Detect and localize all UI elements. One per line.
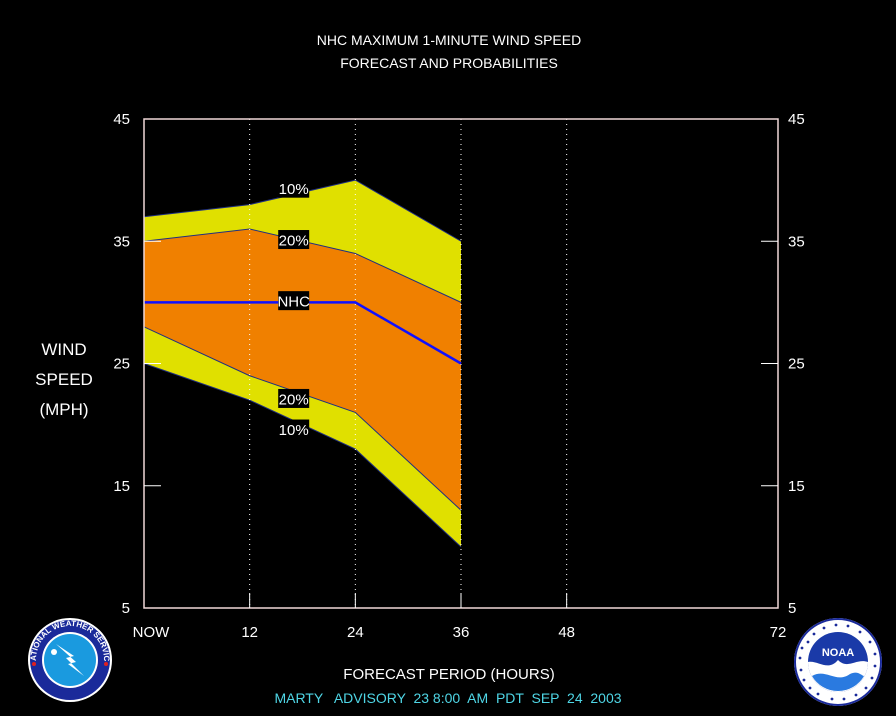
y-axis-label-line-2: SPEED	[35, 370, 93, 389]
band-label-0: 10%	[278, 178, 310, 198]
y-tick-label-left-35: 35	[113, 233, 130, 250]
x-tick-label-12: 12	[241, 624, 258, 641]
band-label-bg	[278, 230, 310, 250]
y-axis-label-line-1: WIND	[41, 340, 86, 359]
band-label-1: 20%	[278, 230, 310, 250]
y-tick-label-left-25: 25	[113, 356, 130, 373]
band-label-2: NHC	[277, 291, 310, 311]
band-label-text: 20%	[279, 391, 309, 408]
band-label-text: 20%	[279, 233, 309, 250]
y-axis-label-line-3: (MPH)	[39, 400, 88, 419]
x-tick-label-36: 36	[453, 624, 470, 641]
x-tick-label-72: 72	[770, 624, 787, 641]
x-tick-label-24: 24	[347, 624, 364, 641]
band-label-3: 20%	[278, 388, 310, 408]
y-tick-label-right-45: 45	[788, 111, 805, 128]
y-tick-label-right-35: 35	[788, 233, 805, 250]
band-label-bg	[278, 419, 310, 439]
band-label-text: NHC	[277, 294, 310, 311]
band-label-bg	[278, 178, 310, 198]
noaa-logo: NOAA	[794, 618, 882, 706]
chart-title: NHC MAXIMUM 1-MINUTE WIND SPEED	[317, 32, 581, 48]
x-tick-label-48: 48	[558, 624, 575, 641]
x-axis-ticks: NOW 12 24 36 48 72	[133, 593, 787, 641]
y-axis-ticks: 5 5 15 15 25 25 35 35 45 45	[113, 111, 804, 617]
y-tick-label-right-15: 15	[788, 478, 805, 495]
band-label-bg	[278, 291, 310, 311]
x-tick-label-now: NOW	[133, 624, 171, 641]
y-tick-label-left-15: 15	[113, 478, 130, 495]
y-tick-label-left-5: 5	[122, 600, 130, 617]
y-tick-label-left-45: 45	[113, 111, 130, 128]
probability-bands	[143, 179, 462, 548]
y-tick-label-right-5: 5	[788, 600, 796, 617]
band-label-text: 10%	[279, 181, 309, 198]
band-label-text: 10%	[279, 422, 309, 439]
band-label-4: 10%	[278, 419, 310, 439]
chart-subtitle: FORECAST AND PROBABILITIES	[340, 55, 558, 71]
noaa-logo-text: NOAA	[822, 647, 854, 659]
band-20pct	[144, 229, 461, 511]
band-labels: 10% 20% NHC 20% 10%	[277, 178, 310, 439]
nws-logo: NATIONAL WEATHER SERVICE	[28, 618, 112, 702]
y-tick-label-right-25: 25	[788, 356, 805, 373]
advisory-line: MARTY ADVISORY 23 8:00 AM PDT SEP 24 200…	[274, 690, 621, 706]
x-axis-label: FORECAST PERIOD (HOURS)	[343, 666, 554, 683]
band-label-bg	[278, 388, 310, 408]
